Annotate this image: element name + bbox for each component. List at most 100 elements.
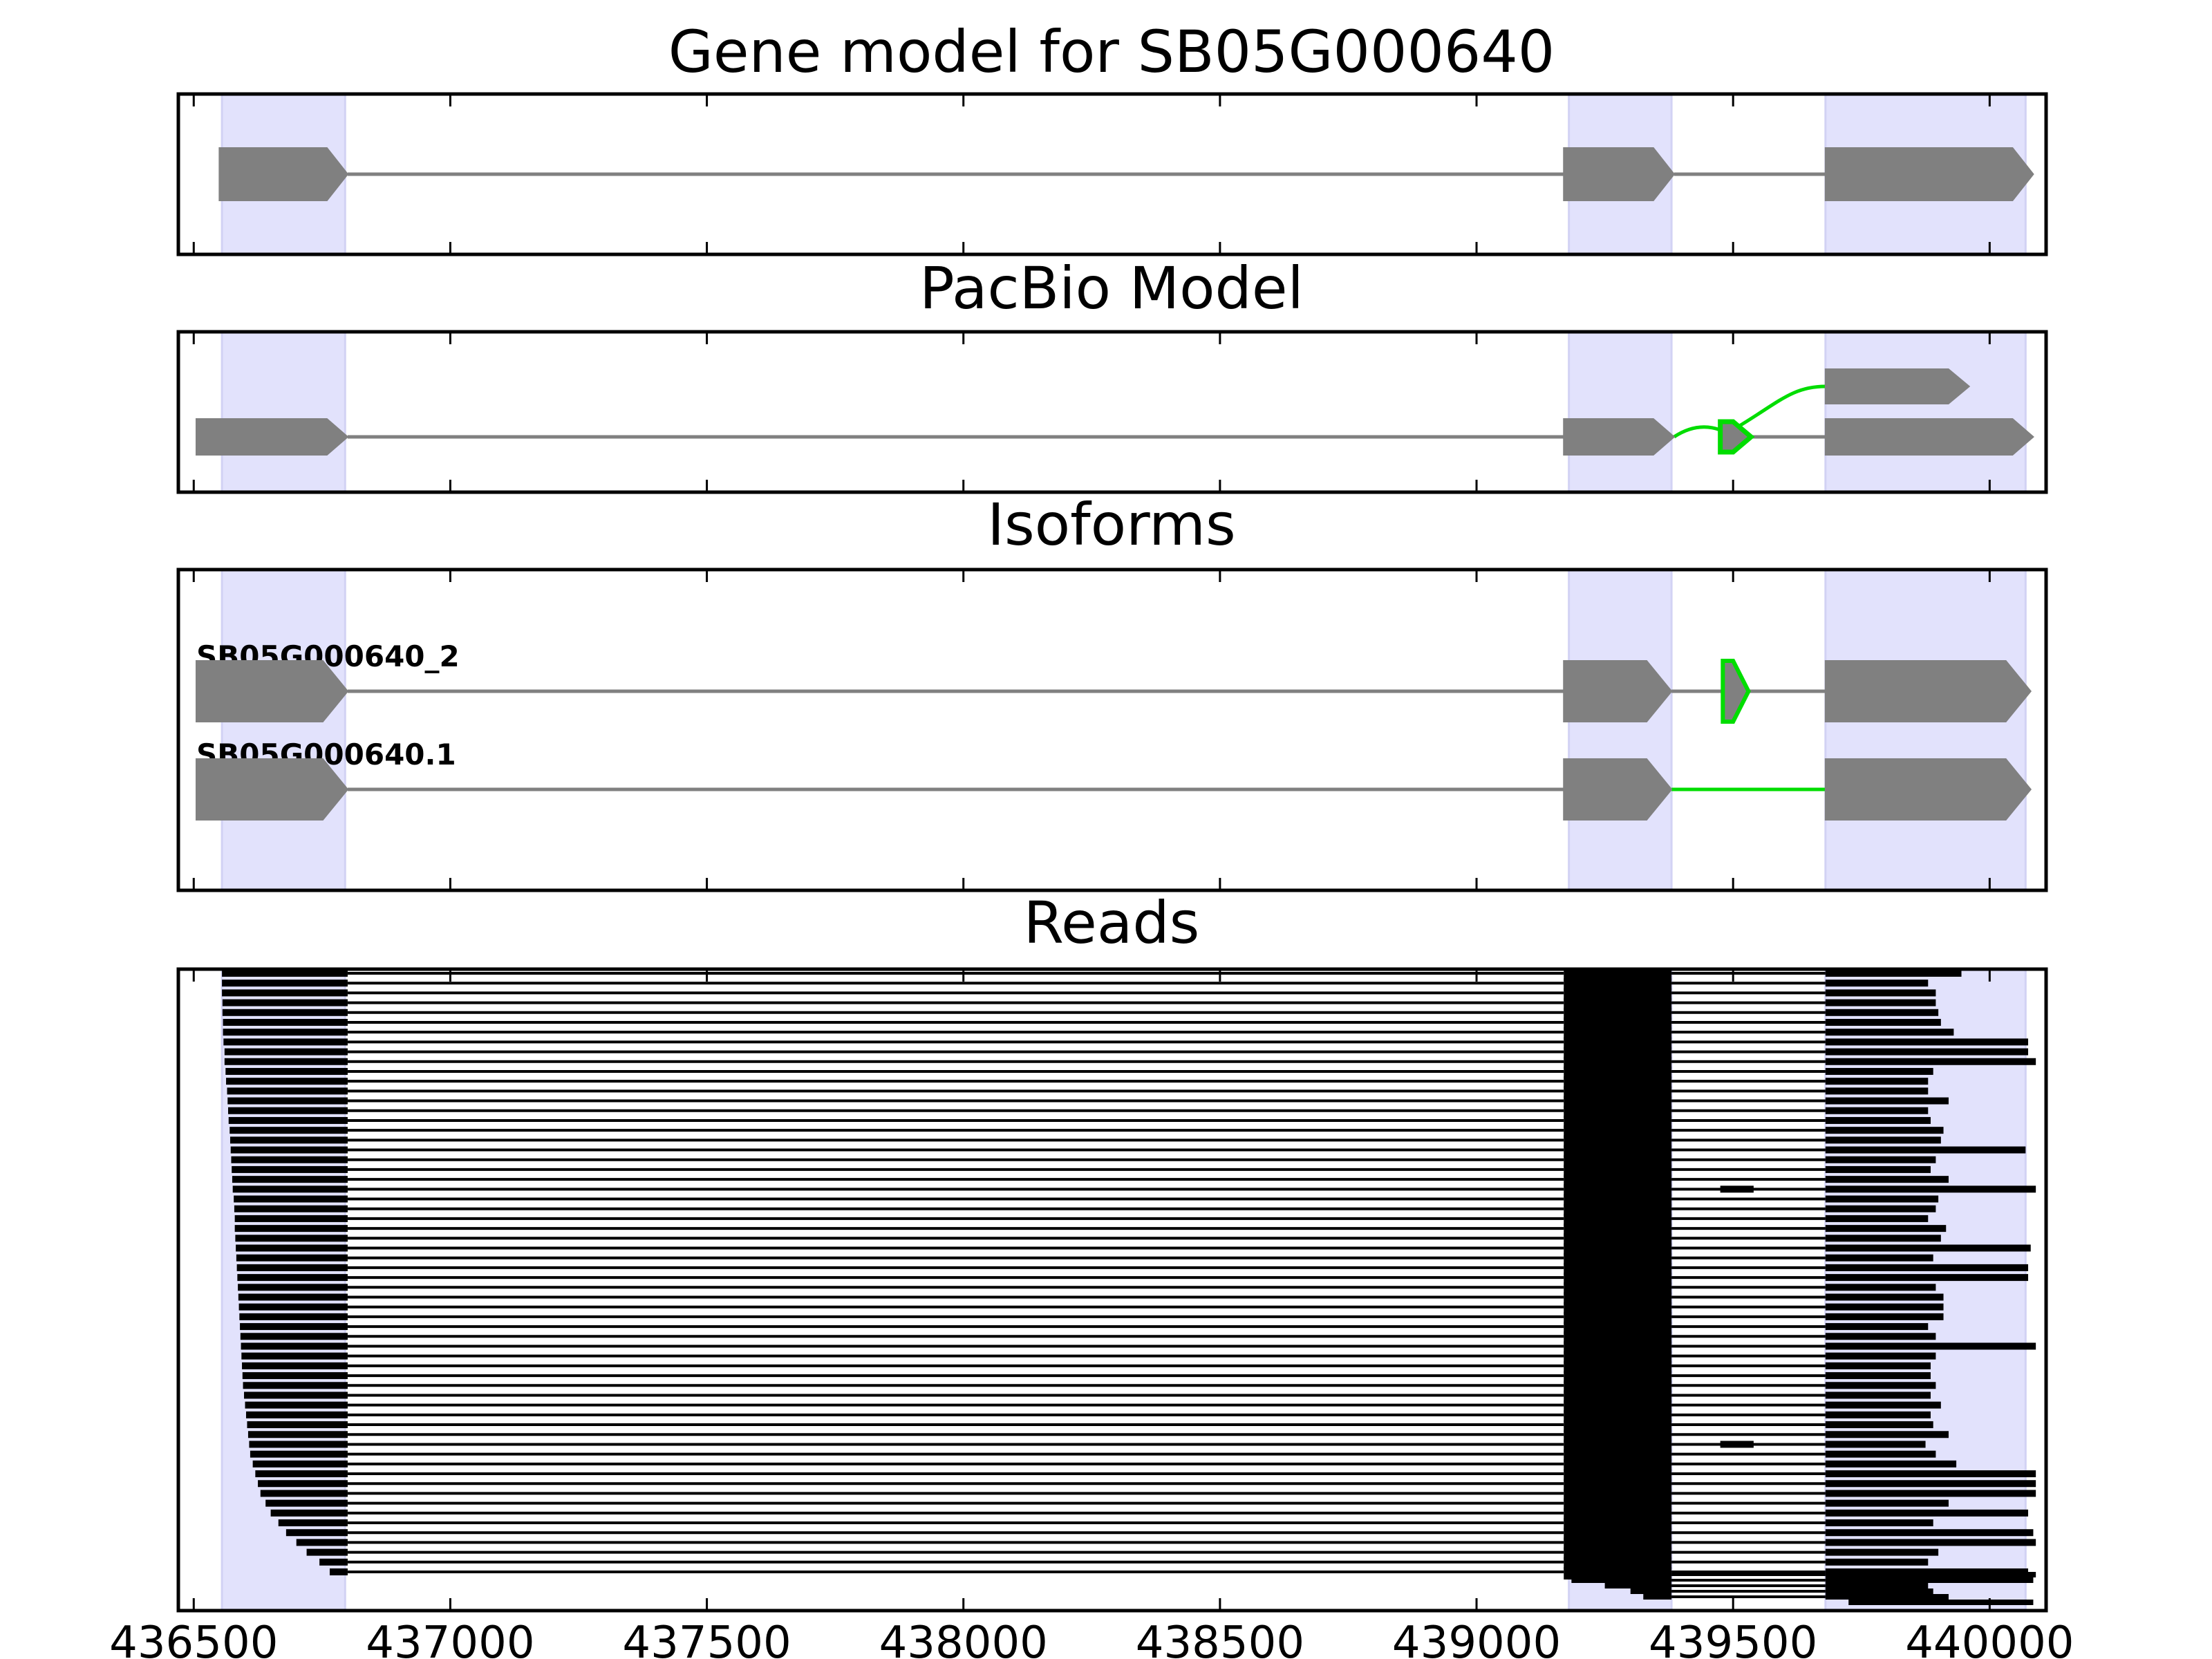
title-pacbio-model: PacBio Model xyxy=(919,254,1304,322)
read-exon xyxy=(1825,1195,1939,1203)
exon xyxy=(1563,758,1673,821)
read-exon xyxy=(1564,1164,1672,1177)
read-exon xyxy=(247,1421,348,1429)
read-exon xyxy=(1564,1027,1672,1040)
axes-frame xyxy=(176,568,2048,892)
read-exon xyxy=(232,1165,348,1173)
title-reads: Reads xyxy=(1024,889,1200,957)
read-exon xyxy=(1564,1430,1672,1443)
exon xyxy=(1563,660,1673,722)
read-exon xyxy=(1643,1594,1672,1600)
read-exon xyxy=(255,1470,348,1478)
read-exon xyxy=(1825,1303,1944,1311)
read-exon xyxy=(1825,1372,1931,1380)
highlight-band xyxy=(1824,330,2027,494)
read-exon xyxy=(222,989,348,997)
read-exon xyxy=(1564,1400,1672,1413)
read-exon xyxy=(1825,1362,1931,1369)
read-exon xyxy=(245,1401,348,1409)
read-exon xyxy=(1825,1490,2036,1497)
tick-label: 439000 xyxy=(1392,1618,1561,1659)
read-exon xyxy=(1825,999,1936,1006)
read-exon xyxy=(1825,1078,1929,1085)
read-exon xyxy=(1825,1087,1929,1095)
read-exon xyxy=(1564,1371,1672,1384)
read-exon xyxy=(1825,1470,2036,1478)
read-exon xyxy=(1825,1058,2036,1065)
read-exon xyxy=(234,1215,348,1222)
read-exon xyxy=(1564,1154,1672,1168)
read-exon xyxy=(1564,1224,1672,1237)
read-exon xyxy=(236,1254,348,1262)
x-tick-labels: 436500 437000 437500 438000 438500 43900… xyxy=(109,1618,2074,1659)
read-exon xyxy=(1825,1136,1941,1144)
read-exon xyxy=(1825,1558,1929,1566)
exon xyxy=(195,758,349,821)
exon xyxy=(1824,418,2034,456)
read-exon xyxy=(247,1431,348,1438)
read-exon xyxy=(1825,1284,1936,1291)
exon xyxy=(1824,660,2032,722)
read-exon xyxy=(240,1323,348,1331)
novel-exon xyxy=(1718,419,1755,455)
read-exon xyxy=(1564,1174,1672,1188)
read-exon xyxy=(1564,1459,1672,1472)
read-exon xyxy=(1825,1264,2029,1271)
read-exon xyxy=(1564,1557,1672,1570)
read-exon xyxy=(1825,1146,2026,1154)
read-exon xyxy=(1825,1107,1929,1114)
read-exon xyxy=(1604,1583,1672,1588)
exon xyxy=(1824,147,2034,201)
read-exon xyxy=(1564,1017,1672,1030)
read-exon xyxy=(1566,1572,1672,1577)
read-exon xyxy=(1564,1479,1672,1492)
read-exon xyxy=(1564,1037,1672,1050)
read-exon xyxy=(242,1362,348,1369)
read-exon xyxy=(1825,1480,2036,1488)
read-exon xyxy=(1825,1323,1929,1331)
read-exon xyxy=(1564,1233,1672,1246)
read-exon xyxy=(1564,1488,1672,1501)
read-exon xyxy=(224,1048,348,1056)
read-exon xyxy=(1825,1165,1931,1173)
read-exon xyxy=(1825,1293,1944,1301)
read-exon xyxy=(1564,978,1672,991)
read-exon xyxy=(1825,1529,2034,1537)
read-exon xyxy=(1825,1352,1936,1360)
read-exon xyxy=(236,1244,348,1252)
read-exon xyxy=(1564,1390,1672,1403)
read-exon xyxy=(1564,1125,1672,1138)
read-exon xyxy=(1564,1007,1672,1020)
read-exon xyxy=(222,999,348,1006)
tick-label: 439500 xyxy=(1649,1618,1817,1659)
read-exon xyxy=(1564,1311,1672,1324)
read-exon xyxy=(1825,1156,1936,1163)
read-exon xyxy=(227,1097,348,1105)
read-exon xyxy=(239,1313,348,1320)
read-exon xyxy=(1825,1499,1949,1507)
read-exon xyxy=(1825,1401,1941,1409)
read-exon xyxy=(225,1067,348,1075)
read-exon xyxy=(241,1352,348,1360)
read-exon xyxy=(1825,1274,2029,1282)
read-exon xyxy=(1564,1409,1672,1423)
highlight-band xyxy=(1568,568,1673,892)
read-exon xyxy=(1564,1282,1672,1295)
read-middle-exon xyxy=(1720,1441,1754,1448)
read-exon xyxy=(1564,1096,1672,1109)
read-exon xyxy=(241,1342,348,1350)
read-exon xyxy=(1825,1254,1933,1262)
read-exon xyxy=(1825,1038,2029,1046)
read-exon xyxy=(229,1127,348,1134)
read-exon xyxy=(265,1499,348,1507)
axes-frame xyxy=(176,92,2048,256)
read-exon xyxy=(1564,1066,1672,1079)
read-exon xyxy=(223,1018,348,1026)
read-exon xyxy=(1564,1537,1672,1550)
exon xyxy=(1824,758,2032,821)
tick-label: 438000 xyxy=(879,1618,1048,1659)
read-exon xyxy=(245,1411,348,1418)
read-exon xyxy=(1564,1341,1672,1354)
read-exon xyxy=(1564,1213,1672,1226)
